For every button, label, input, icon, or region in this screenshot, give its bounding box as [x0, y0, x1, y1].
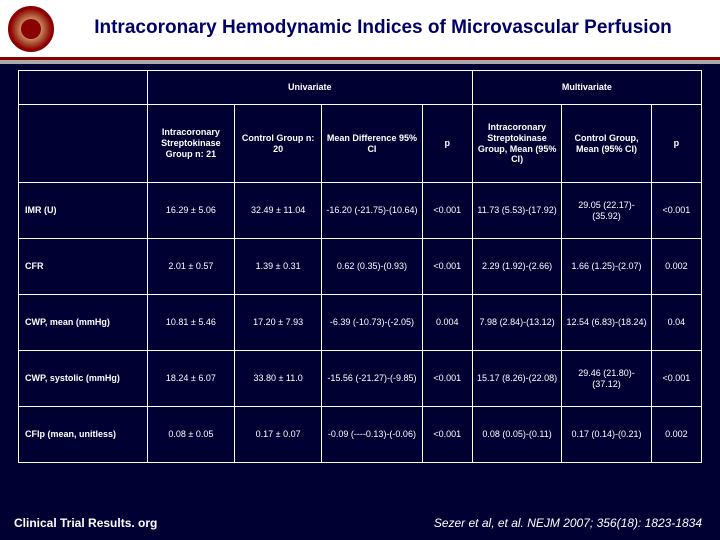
cell: 17.20 ± 7.93 — [235, 295, 322, 351]
cell: -15.56 (-21.27)-(-9.85) — [322, 351, 422, 407]
col-header: p — [651, 105, 701, 183]
cell: <0.001 — [651, 351, 701, 407]
header: Intracoronary Hemodynamic Indices of Mic… — [0, 0, 720, 60]
group-header-row: Univariate Multivariate — [19, 71, 702, 105]
cell: <0.001 — [422, 239, 472, 295]
col-header: Control Group n: 20 — [235, 105, 322, 183]
cell: 0.17 ± 0.07 — [235, 407, 322, 463]
cell: <0.001 — [422, 351, 472, 407]
blank-cell — [19, 105, 148, 183]
cell: <0.001 — [422, 407, 472, 463]
cell: 15.17 (8.26)-(22.08) — [472, 351, 561, 407]
univariate-header: Univariate — [147, 71, 472, 105]
row-label: IMR (U) — [19, 183, 148, 239]
col-header: Mean Difference 95% CI — [322, 105, 422, 183]
cell: 2.29 (1.92)-(2.66) — [472, 239, 561, 295]
cell: 0.004 — [422, 295, 472, 351]
university-seal-icon — [8, 6, 54, 52]
cell: <0.001 — [651, 183, 701, 239]
slide-title: Intracoronary Hemodynamic Indices of Mic… — [54, 17, 712, 40]
cell: -0.09 (----0.13)-(-0.06) — [322, 407, 422, 463]
cell: 1.39 ± 0.31 — [235, 239, 322, 295]
cell: 0.08 ± 0.05 — [147, 407, 234, 463]
cell: 10.81 ± 5.46 — [147, 295, 234, 351]
row-label: CFR — [19, 239, 148, 295]
cell: 0.04 — [651, 295, 701, 351]
multivariate-header: Multivariate — [472, 71, 701, 105]
col-header: Intracoronary Streptokinase Group, Mean … — [472, 105, 561, 183]
cell: 32.49 ± 11.04 — [235, 183, 322, 239]
cell: 0.08 (0.05)-(0.11) — [472, 407, 561, 463]
footer-left: Clinical Trial Results. org — [14, 516, 157, 530]
cell: -6.39 (-10.73)-(-2.05) — [322, 295, 422, 351]
cell: 29.05 (22.17)-(35.92) — [562, 183, 651, 239]
col-header: p — [422, 105, 472, 183]
cell: 33.80 ± 11.0 — [235, 351, 322, 407]
table-body: IMR (U)16.29 ± 5.0632.49 ± 11.04-16.20 (… — [19, 183, 702, 463]
col-header: Control Group, Mean (95% CI) — [562, 105, 651, 183]
column-header-row: Intracoronary Streptokinase Group n: 21 … — [19, 105, 702, 183]
cell: 1.66 (1.25)-(2.07) — [562, 239, 651, 295]
cell: 0.17 (0.14)-(0.21) — [562, 407, 651, 463]
table-row: IMR (U)16.29 ± 5.0632.49 ± 11.04-16.20 (… — [19, 183, 702, 239]
col-header: Intracoronary Streptokinase Group n: 21 — [147, 105, 234, 183]
cell: 11.73 (5.53)-(17.92) — [472, 183, 561, 239]
row-label: CFIp (mean, unitless) — [19, 407, 148, 463]
cell: 12.54 (6.83)-(18.24) — [562, 295, 651, 351]
row-label: CWP, systolic (mmHg) — [19, 351, 148, 407]
cell: 29.46 (21.80)-(37.12) — [562, 351, 651, 407]
table-row: CWP, mean (mmHg)10.81 ± 5.4617.20 ± 7.93… — [19, 295, 702, 351]
data-table: Univariate Multivariate Intracoronary St… — [18, 70, 702, 463]
cell: 0.002 — [651, 407, 701, 463]
cell: 7.98 (2.84)-(13.12) — [472, 295, 561, 351]
row-label: CWP, mean (mmHg) — [19, 295, 148, 351]
cell: <0.001 — [422, 183, 472, 239]
table-container: Univariate Multivariate Intracoronary St… — [0, 64, 720, 463]
cell: 18.24 ± 6.07 — [147, 351, 234, 407]
cell: -16.20 (-21.75)-(10.64) — [322, 183, 422, 239]
table-row: CWP, systolic (mmHg)18.24 ± 6.0733.80 ± … — [19, 351, 702, 407]
cell: 16.29 ± 5.06 — [147, 183, 234, 239]
table-row: CFIp (mean, unitless)0.08 ± 0.050.17 ± 0… — [19, 407, 702, 463]
table-row: CFR2.01 ± 0.571.39 ± 0.310.62 (0.35)-(0.… — [19, 239, 702, 295]
cell: 0.002 — [651, 239, 701, 295]
cell: 2.01 ± 0.57 — [147, 239, 234, 295]
blank-cell — [19, 71, 148, 105]
footer-citation: Sezer et al, et al. NEJM 2007; 356(18): … — [434, 516, 702, 530]
cell: 0.62 (0.35)-(0.93) — [322, 239, 422, 295]
